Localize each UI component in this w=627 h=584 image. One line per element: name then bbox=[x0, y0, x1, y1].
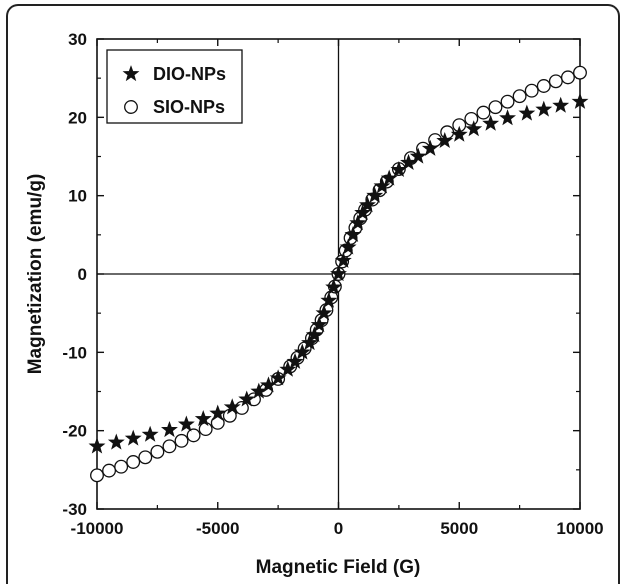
sio-nps-point bbox=[186, 428, 201, 443]
dio-nps-point bbox=[339, 238, 357, 255]
sio-nps-point bbox=[573, 65, 587, 80]
sio-nps-point bbox=[500, 94, 515, 109]
sio-nps-point bbox=[126, 455, 141, 469]
dio-nps-point bbox=[177, 415, 195, 432]
sio-nps-point bbox=[476, 105, 491, 120]
sio-nps-point bbox=[488, 100, 503, 115]
dio-nps-point bbox=[334, 251, 352, 268]
x-tick-label: 0 bbox=[334, 519, 343, 538]
y-axis-title: Magnetization (emu/g) bbox=[25, 174, 46, 375]
sio-nps-point bbox=[174, 433, 189, 448]
dio-nps-point bbox=[223, 398, 241, 415]
figure-frame bbox=[6, 4, 620, 584]
dio-nps-point bbox=[320, 291, 338, 308]
dio-nps-point bbox=[373, 177, 391, 194]
dio-nps-point bbox=[279, 360, 297, 377]
dio-nps-point bbox=[161, 421, 178, 438]
dio-nps-point bbox=[436, 131, 454, 149]
y-tick-label: -10 bbox=[62, 343, 87, 362]
dio-nps-point bbox=[482, 114, 500, 131]
sio-nps-point bbox=[536, 79, 551, 93]
y-tick-label: 30 bbox=[68, 30, 87, 49]
x-tick-label: 5000 bbox=[440, 519, 478, 538]
sio-nps-point bbox=[138, 450, 153, 465]
y-tick-label: 20 bbox=[68, 108, 87, 127]
y-tick-label: -30 bbox=[62, 500, 87, 519]
dio-nps-point bbox=[354, 204, 372, 221]
dio-nps-point bbox=[88, 437, 106, 454]
dio-nps-point bbox=[359, 196, 376, 213]
sio-nps-point bbox=[162, 439, 177, 454]
dio-nps-point bbox=[301, 334, 318, 351]
y-tick-label: 10 bbox=[68, 187, 87, 206]
x-tick-label: -10000 bbox=[71, 519, 124, 538]
dio-nps-point bbox=[325, 278, 343, 295]
sio-nps-point bbox=[464, 111, 479, 126]
x-tick-label: 10000 bbox=[556, 519, 603, 538]
sio-nps-point bbox=[150, 444, 165, 459]
sio-nps-point bbox=[114, 459, 129, 474]
dio-nps-point bbox=[141, 425, 159, 442]
legend-sio-nps-marker bbox=[124, 100, 138, 114]
dio-nps-point bbox=[293, 343, 311, 360]
dio-nps-point bbox=[571, 92, 589, 109]
dio-nps-point bbox=[238, 390, 256, 407]
x-axis-title: Magnetic Field (G) bbox=[256, 557, 421, 578]
dio-nps-point bbox=[465, 120, 483, 137]
sio-nps-point bbox=[512, 89, 527, 104]
sio-nps-point bbox=[524, 83, 539, 98]
dio-nps-point bbox=[330, 265, 347, 282]
dio-nps-point bbox=[107, 433, 125, 450]
sio-nps-point bbox=[90, 468, 104, 483]
legend: DIO-NPs SIO-NPs bbox=[106, 49, 243, 124]
sio-nps-point bbox=[102, 463, 117, 478]
dio-nps-point bbox=[310, 316, 328, 333]
dio-nps-point bbox=[535, 100, 553, 117]
dio-nps-point bbox=[552, 96, 570, 113]
dio-nps-point bbox=[305, 326, 323, 343]
dio-nps-point bbox=[124, 429, 142, 446]
sio-nps-point bbox=[198, 422, 213, 437]
legend-sio-nps-label: SIO-NPs bbox=[153, 97, 225, 117]
dio-nps-point bbox=[518, 104, 536, 121]
y-tick-label: 0 bbox=[78, 265, 87, 284]
dio-nps-point bbox=[366, 186, 384, 203]
dio-nps-point bbox=[286, 352, 304, 369]
sio-nps-point bbox=[548, 74, 563, 89]
legend-dio-nps-marker bbox=[122, 65, 140, 82]
dio-nps-point bbox=[315, 304, 333, 321]
y-tick-label: -20 bbox=[62, 422, 87, 441]
dio-nps-point bbox=[409, 147, 427, 164]
dio-nps-point bbox=[450, 125, 468, 142]
dio-nps-point bbox=[194, 410, 212, 427]
sio-nps-point bbox=[560, 70, 575, 85]
dio-nps-point bbox=[209, 404, 227, 421]
dio-nps-point bbox=[349, 214, 367, 231]
dio-nps-point bbox=[499, 109, 516, 126]
series-dio-nps bbox=[88, 92, 589, 454]
dio-nps-point bbox=[344, 225, 362, 243]
sio-nps-point bbox=[234, 401, 249, 415]
x-tick-label: -5000 bbox=[196, 519, 239, 538]
legend-dio-nps-label: DIO-NPs bbox=[153, 64, 226, 84]
dio-nps-point bbox=[421, 139, 439, 156]
